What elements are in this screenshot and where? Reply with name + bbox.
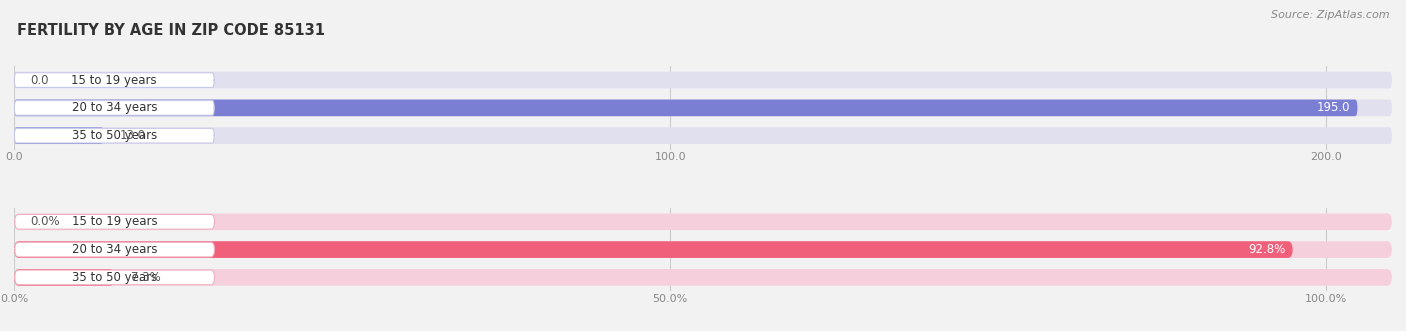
FancyBboxPatch shape xyxy=(14,270,215,285)
FancyBboxPatch shape xyxy=(14,128,214,143)
Text: 7.3%: 7.3% xyxy=(131,271,160,284)
Text: 92.8%: 92.8% xyxy=(1249,243,1286,256)
FancyBboxPatch shape xyxy=(14,101,214,115)
Text: 195.0: 195.0 xyxy=(1317,101,1351,115)
FancyBboxPatch shape xyxy=(14,241,1292,258)
Text: 13.0: 13.0 xyxy=(120,129,146,142)
Text: Source: ZipAtlas.com: Source: ZipAtlas.com xyxy=(1271,10,1389,20)
FancyBboxPatch shape xyxy=(14,214,215,229)
FancyBboxPatch shape xyxy=(14,269,115,286)
Text: 35 to 50 years: 35 to 50 years xyxy=(72,129,157,142)
FancyBboxPatch shape xyxy=(14,72,1392,88)
FancyBboxPatch shape xyxy=(14,127,104,144)
FancyBboxPatch shape xyxy=(14,127,1392,144)
FancyBboxPatch shape xyxy=(14,73,214,87)
FancyBboxPatch shape xyxy=(14,269,1392,286)
Text: 20 to 34 years: 20 to 34 years xyxy=(72,101,157,115)
Text: 20 to 34 years: 20 to 34 years xyxy=(72,243,157,256)
Text: 35 to 50 years: 35 to 50 years xyxy=(72,271,157,284)
Text: 15 to 19 years: 15 to 19 years xyxy=(72,73,157,87)
Text: 0.0%: 0.0% xyxy=(31,215,60,228)
FancyBboxPatch shape xyxy=(14,213,1392,230)
FancyBboxPatch shape xyxy=(14,100,1358,116)
Text: 15 to 19 years: 15 to 19 years xyxy=(72,215,157,228)
Text: 0.0: 0.0 xyxy=(31,73,49,87)
FancyBboxPatch shape xyxy=(14,241,1392,258)
Text: FERTILITY BY AGE IN ZIP CODE 85131: FERTILITY BY AGE IN ZIP CODE 85131 xyxy=(17,23,325,38)
FancyBboxPatch shape xyxy=(14,242,215,257)
FancyBboxPatch shape xyxy=(14,100,1392,116)
